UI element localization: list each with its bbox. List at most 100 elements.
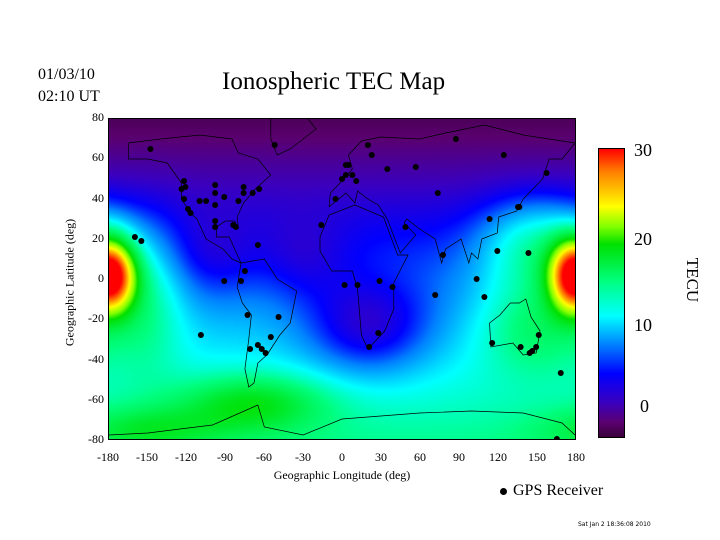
y-tick-label: 20: [92, 230, 104, 245]
gps-receiver-marker: [402, 224, 409, 230]
legend: GPS Receiver: [500, 482, 603, 500]
timestamp: Sat Jan 2 18:36:08 2010: [578, 521, 651, 528]
gps-receiver-marker: [267, 334, 274, 340]
gps-receiver-marker: [375, 330, 382, 336]
gps-receiver-marker: [535, 332, 542, 338]
gps-receiver-marker: [196, 198, 203, 204]
gps-receiver-marker: [178, 186, 185, 192]
coastline-south-america: [236, 258, 298, 388]
colorbar: [598, 148, 625, 438]
gps-receiver-marker: [342, 172, 349, 178]
gps-receiver-marker: [197, 332, 204, 338]
gps-receiver-marker: [240, 190, 247, 196]
gps-receiver-marker: [494, 248, 501, 254]
gps-receiver-marker: [489, 340, 496, 346]
gps-receiver-marker: [254, 342, 261, 348]
gps-receiver-marker: [240, 184, 247, 190]
gps-receiver-marker: [533, 344, 540, 350]
y-tick-label: 40: [92, 190, 104, 205]
gps-receiver-marker: [368, 152, 375, 158]
tec-heatmap-canvas: [109, 119, 575, 439]
y-tick-label: -40: [88, 351, 104, 366]
coastline-north-america: [128, 134, 272, 264]
coastline-eurasia: [328, 124, 575, 265]
colorbar-tick: 30: [634, 140, 652, 160]
gps-receiver-marker: [232, 224, 239, 230]
chart-title: Ionospheric TEC Map: [222, 68, 446, 95]
x-axis-label: Geographic Longitude (deg): [273, 468, 411, 482]
x-tick-label: 150: [528, 450, 546, 464]
gps-receiver-marker: [235, 198, 242, 204]
gps-receiver-marker: [439, 252, 446, 258]
gps-receiver-marker: [212, 224, 219, 230]
gps-receiver-marker: [353, 178, 360, 184]
gps-receiver-marker: [258, 346, 265, 352]
gps-receiver-marker: [543, 170, 550, 176]
gps-receiver-marker: [481, 294, 488, 300]
gps-receiver-marker: [275, 314, 282, 320]
x-tick-label: 90: [453, 450, 465, 464]
gps-receiver-marker: [412, 164, 419, 170]
gps-receiver-marker: [389, 284, 396, 290]
gps-receiver-marker: [271, 142, 278, 148]
gps-receiver-marker: [366, 344, 373, 350]
gps-receiver-marker: [187, 210, 194, 216]
gps-receiver-marker: [553, 436, 560, 439]
gps-receiver-marker: [500, 152, 507, 158]
legend-label: GPS Receiver: [513, 482, 604, 499]
coastline-antarctica: [109, 404, 575, 436]
gps-receiver-marker: [452, 136, 459, 142]
x-tick-label: -60: [256, 450, 272, 464]
y-axis-label: Geographic Latitude (deg): [62, 218, 77, 347]
y-tick-label: -80: [88, 432, 104, 446]
gps-receiver-marker: [212, 182, 219, 188]
y-tick-label: 60: [92, 150, 104, 165]
gps-receiver-marker: [262, 350, 269, 356]
x-tick-label: 0: [339, 450, 345, 464]
gps-receiver-marker: [384, 166, 391, 172]
x-tick-label: -120: [175, 450, 197, 464]
colorbar-tick: 10: [634, 315, 652, 335]
gps-receiver-marker: [486, 216, 493, 222]
colorbar-tick: 20: [634, 229, 652, 249]
coastline-australia: [489, 298, 541, 356]
gps-receiver-marker: [339, 176, 345, 182]
gps-receiver-marker: [221, 194, 228, 200]
gps-receiver-marker: [332, 196, 339, 202]
gps-receiver-marker: [212, 190, 219, 196]
gps-receiver-marker: [138, 238, 145, 244]
gps-receiver-marker: [354, 282, 361, 288]
gps-receiver-marker: [342, 162, 349, 168]
x-tick-label: 60: [414, 450, 426, 464]
gps-receiver-marker: [147, 146, 154, 152]
x-tick-label: 120: [489, 450, 507, 464]
gps-receiver-marker: [238, 278, 245, 284]
y-tick-label: 80: [92, 110, 104, 124]
gps-receiver-marker: [181, 178, 188, 184]
time: 02:10 UT: [38, 88, 100, 105]
colorbar-label: TECU: [683, 257, 702, 303]
gps-receiver-marker: [247, 346, 254, 352]
gps-receiver-marker: [212, 202, 219, 208]
coastline-greenland: [270, 119, 317, 156]
gps-receiver-marker: [434, 190, 441, 196]
gps-receiver-marker: [241, 268, 248, 274]
x-tick-label: -150: [136, 450, 158, 464]
date-time-label: 01/03/10 02:10 UT: [38, 64, 100, 108]
x-tick-label: 30: [375, 450, 387, 464]
gps-receiver-marker: [349, 172, 356, 178]
gps-receiver-marker: [131, 234, 138, 240]
colorbar-tick: 0: [640, 396, 649, 416]
gps-receiver-marker: [517, 344, 524, 350]
y-tick-label: -60: [88, 391, 104, 406]
gps-receiver-marker: [203, 198, 210, 204]
gps-receiver-marker: [341, 282, 348, 288]
gps-receiver-marker: [529, 348, 536, 354]
gps-receiver-marker: [212, 218, 219, 224]
gps-receiver-marker: [473, 276, 480, 282]
y-tick-label: 0: [98, 271, 104, 285]
receiver-dot-icon: [500, 487, 507, 495]
y-tick-label: -20: [88, 311, 104, 326]
gps-receiver-marker: [525, 250, 532, 256]
x-tick-label: -90: [217, 450, 233, 464]
